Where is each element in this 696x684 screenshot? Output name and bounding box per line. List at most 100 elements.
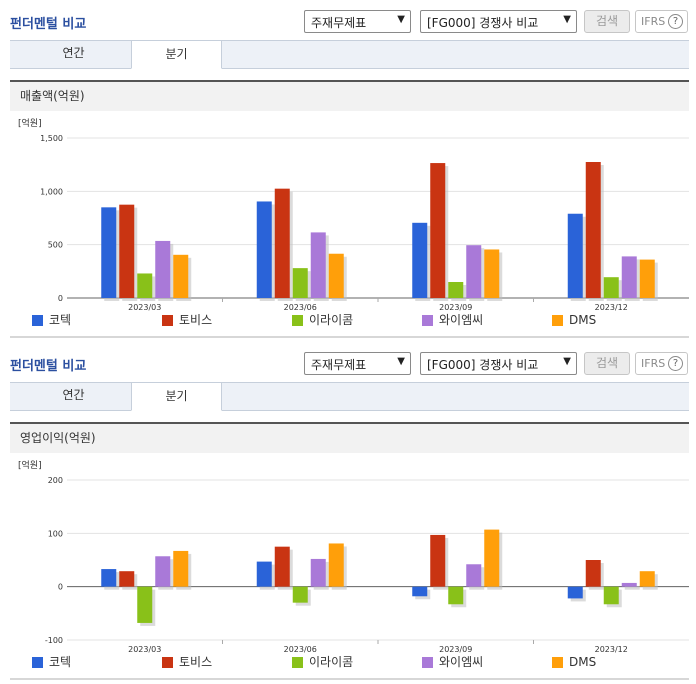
- ifrs-help-button[interactable]: IFRS?: [635, 10, 688, 33]
- bar-DMS: [639, 571, 655, 587]
- bar-코텍: [101, 569, 117, 587]
- bar-DMS: [328, 253, 344, 298]
- legend-swatch: [162, 315, 173, 326]
- x-tick-label: 2023/06: [284, 303, 317, 311]
- bar-이라이콤: [448, 586, 464, 605]
- x-tick-label: 2023/12: [595, 303, 628, 311]
- search-button[interactable]: 검색: [584, 10, 630, 33]
- ifrs-label: IFRS: [641, 15, 666, 28]
- fundamental-panel-revenue: 펀더멘털 비교 주재무제표 ▼ [FG000] 경쟁사 비교 ▼ 검색 IFRS? …: [10, 10, 692, 338]
- x-tick-label: 2023/09: [439, 645, 472, 653]
- y-tick-label: 1,500: [40, 134, 63, 143]
- legend-label: 이라이콤: [309, 313, 354, 327]
- bar-토비스: [119, 204, 135, 298]
- legend-swatch: [292, 315, 303, 326]
- tab-quarterly[interactable]: 분기: [131, 382, 222, 411]
- bar-DMS: [173, 550, 189, 587]
- y-tick-label: 100: [48, 529, 63, 538]
- ifrs-help-button[interactable]: IFRS?: [635, 352, 688, 375]
- bar-이라이콤: [137, 586, 153, 623]
- bar-토비스: [430, 163, 446, 298]
- tab-quarterly[interactable]: 분기: [131, 40, 222, 69]
- bar-코텍: [567, 586, 583, 599]
- legend-swatch: [32, 657, 43, 668]
- bar-코텍: [101, 207, 117, 298]
- bar-이라이콤: [292, 268, 308, 298]
- legend-label: 이라이콤: [309, 655, 354, 669]
- chart-section-title: 매출액(억원): [10, 80, 689, 111]
- chart-legend: 코텍 토비스 이라이콤 와이엠씨 DMS: [32, 655, 692, 673]
- legend-swatch: [552, 657, 563, 668]
- compare-group-select[interactable]: [FG000] 경쟁사 비교 ▼: [420, 352, 577, 375]
- bar-와이엠씨: [466, 564, 482, 587]
- y-tick-label: 1,000: [40, 187, 63, 196]
- section-divider: [10, 336, 689, 338]
- question-mark-icon: ?: [668, 14, 683, 29]
- bar-와이엠씨: [466, 245, 482, 298]
- tab-annual[interactable]: 연간: [62, 46, 85, 60]
- legend-label: 토비스: [179, 655, 213, 669]
- panel-title: 펀더멘털 비교: [10, 359, 87, 374]
- y-unit-label: [억원]: [18, 117, 42, 129]
- bar-DMS: [484, 249, 500, 298]
- y-tick-label: -100: [45, 636, 63, 645]
- bar-DMS: [484, 529, 500, 587]
- bar-shadow: [624, 585, 640, 590]
- legend-label: DMS: [569, 655, 597, 669]
- bar-DMS: [173, 254, 189, 298]
- legend-swatch: [162, 657, 173, 668]
- chevron-down-icon: ▼: [397, 14, 405, 25]
- compare-group-select[interactable]: [FG000] 경쟁사 비교 ▼: [420, 10, 577, 33]
- bar-와이엠씨: [310, 232, 326, 298]
- bar-토비스: [430, 534, 446, 587]
- compare-group-value: [FG000] 경쟁사 비교: [427, 16, 539, 30]
- legend-label: 코텍: [49, 655, 72, 669]
- chevron-down-icon: ▼: [563, 14, 571, 25]
- bar-와이엠씨: [310, 558, 326, 587]
- bar-토비스: [585, 560, 601, 587]
- search-button[interactable]: 검색: [584, 352, 630, 375]
- bar-와이엠씨: [621, 256, 637, 298]
- panel-title: 펀더멘털 비교: [10, 17, 87, 32]
- legend-label: 와이엠씨: [439, 655, 484, 669]
- period-tabs: 연간 분기: [10, 40, 689, 69]
- bar-이라이콤: [448, 282, 464, 298]
- ifrs-label: IFRS: [641, 357, 666, 370]
- chart-section-title: 영업이익(억원): [10, 422, 689, 453]
- y-tick-label: 200: [48, 476, 63, 485]
- compare-group-value: [FG000] 경쟁사 비교: [427, 358, 539, 372]
- bar-토비스: [119, 571, 135, 587]
- tab-annual[interactable]: 연간: [62, 388, 85, 402]
- bar-토비스: [274, 546, 290, 587]
- statement-type-select[interactable]: 주재무제표 ▼: [304, 352, 411, 375]
- legend-label: DMS: [569, 313, 597, 327]
- statement-type-select[interactable]: 주재무제표 ▼: [304, 10, 411, 33]
- legend-swatch: [32, 315, 43, 326]
- y-unit-label: [억원]: [18, 459, 42, 471]
- x-tick-label: 2023/03: [128, 645, 161, 653]
- legend-swatch: [292, 657, 303, 668]
- chevron-down-icon: ▼: [397, 356, 405, 367]
- period-tabs: 연간 분기: [10, 382, 689, 411]
- legend-swatch: [422, 315, 433, 326]
- bar-이라이콤: [137, 273, 153, 298]
- bar-이라이콤: [603, 277, 619, 298]
- y-tick-label: 0: [58, 294, 63, 303]
- statement-type-value: 주재무제표: [311, 358, 367, 372]
- bar-이라이콤: [292, 586, 308, 603]
- bar-코텍: [256, 201, 272, 298]
- bar-코텍: [567, 213, 583, 298]
- legend-swatch: [422, 657, 433, 668]
- bar-코텍: [412, 586, 428, 597]
- bar-코텍: [412, 222, 428, 298]
- bar-토비스: [274, 188, 290, 298]
- bar-와이엠씨: [155, 240, 171, 298]
- x-tick-label: 2023/12: [595, 645, 628, 653]
- question-mark-icon: ?: [668, 356, 683, 371]
- legend-label: 토비스: [179, 313, 213, 327]
- x-tick-label: 2023/03: [128, 303, 161, 311]
- bar-chart: [억원] 0 500 1,000 1,500 2023/03 2023/06 2023/09 2…: [18, 117, 689, 311]
- y-tick-label: 500: [48, 241, 63, 250]
- chart-legend: 코텍 토비스 이라이콤 와이엠씨 DMS: [32, 313, 692, 331]
- legend-swatch: [552, 315, 563, 326]
